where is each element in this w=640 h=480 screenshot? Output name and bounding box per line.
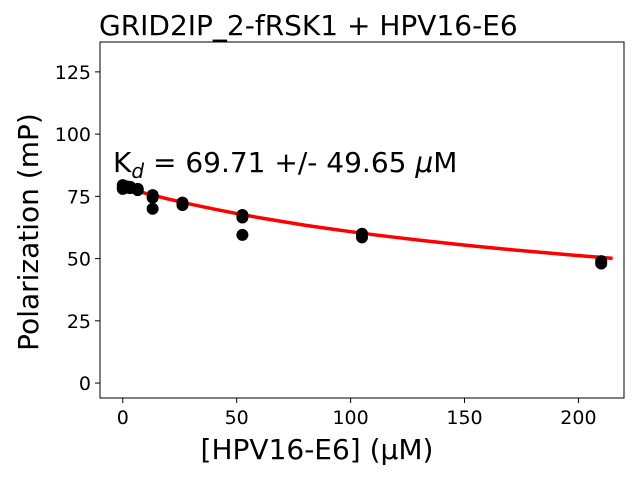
points-layer [116, 179, 608, 270]
kd-value: = 69.71 +/- 49.65 [144, 146, 415, 179]
data-point [236, 228, 249, 241]
data-point [236, 211, 249, 224]
y-tick-label: 75 [67, 186, 91, 208]
y-tick-label: 100 [55, 124, 91, 146]
chart-title: GRID2IP_2-fRSK1 + HPV16-E6 [99, 9, 518, 42]
x-tick-label: 150 [446, 407, 482, 429]
kd-annotation: Kd = 69.71 +/- 49.65 μM [113, 146, 457, 183]
y-tick-label: 0 [79, 373, 91, 395]
x-tick-label: 100 [332, 407, 368, 429]
y-tick-label: 125 [55, 62, 91, 84]
x-tick-label: 0 [117, 407, 129, 429]
data-point [595, 257, 608, 270]
kd-prefix: K [113, 146, 132, 179]
kd-subscript: d [131, 159, 144, 183]
y-tick-label: 50 [67, 249, 91, 271]
y-axis-label: Polarization (mP) [12, 113, 45, 351]
x-tick-label: 200 [560, 407, 596, 429]
ticks-layer: 0 50 100 150 200 0 25 50 75 100 125 [55, 62, 597, 429]
fit-layer [122, 184, 613, 261]
data-point [356, 231, 368, 244]
data-point [146, 202, 159, 215]
data-point [131, 184, 144, 197]
y-tick-label: 25 [67, 311, 91, 333]
data-point [146, 191, 159, 204]
x-tick-label: 50 [225, 407, 249, 429]
plot-frame [99, 41, 625, 399]
fit-curve [122, 184, 613, 261]
x-axis-label: [HPV16-E6] (μM) [201, 433, 434, 466]
kd-unit: M [433, 146, 457, 179]
data-point [176, 199, 189, 212]
kd-mu: μ [414, 146, 433, 179]
